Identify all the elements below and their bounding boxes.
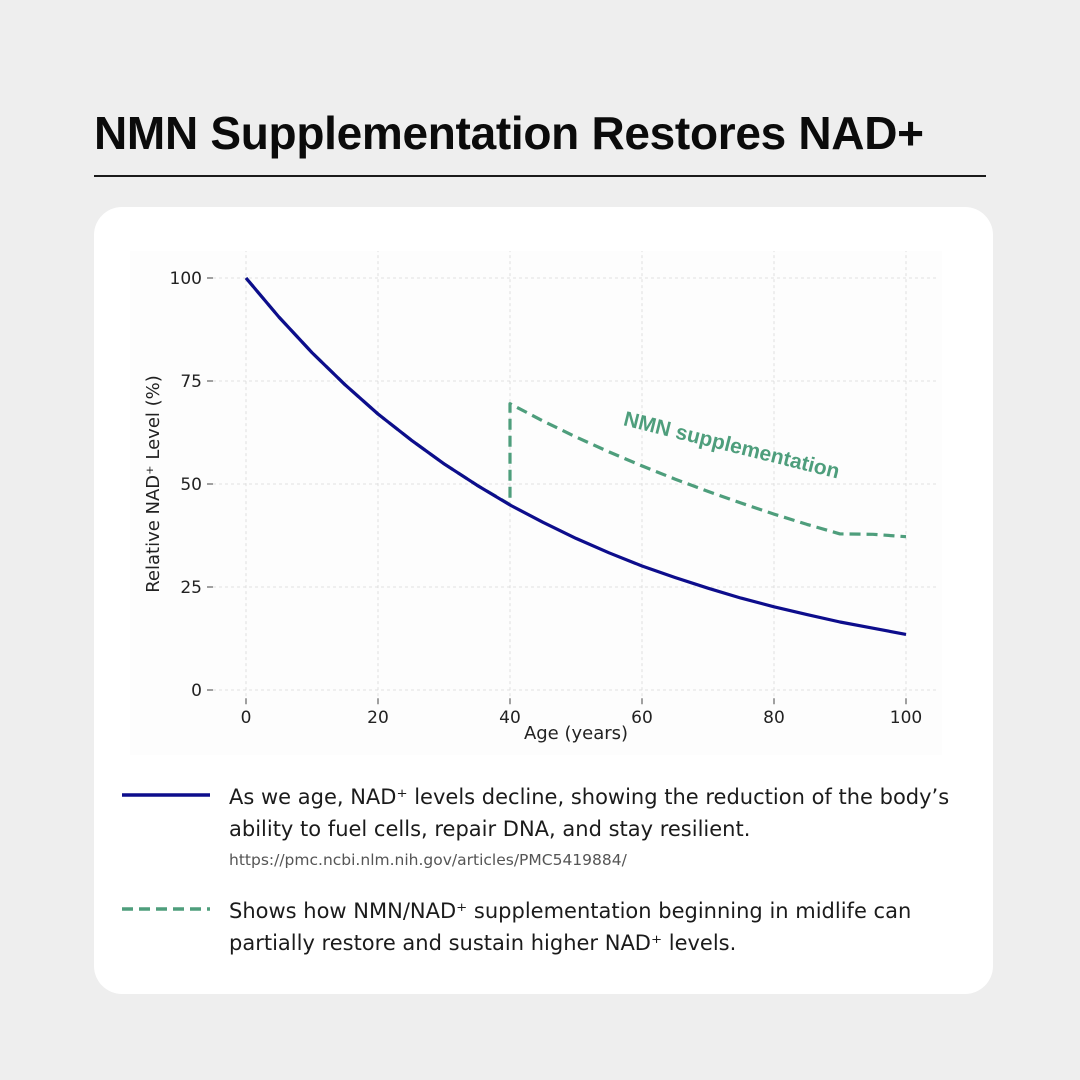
y-tick-label: 25 bbox=[180, 578, 202, 598]
dashed-line-swatch bbox=[122, 907, 210, 911]
chart-background bbox=[130, 251, 942, 755]
chart-card: 0 20 40 60 80 100 0 25 50 75 100 Age (years) Relativ… bbox=[94, 207, 993, 994]
title-divider bbox=[94, 175, 986, 177]
x-axis-label: Age (years) bbox=[524, 723, 628, 744]
y-tick-label: 0 bbox=[191, 681, 202, 701]
gridlines bbox=[213, 251, 939, 699]
axes: 0 20 40 60 80 100 0 25 50 75 100 Age (years) Relativ… bbox=[143, 269, 922, 744]
page-title: NMN Supplementation Restores NAD+ bbox=[94, 107, 924, 159]
legend-item-decline: As we age, NAD⁺ levels decline, showing … bbox=[122, 781, 972, 873]
legend-item-supplementation: Shows how NMN/NAD⁺ supplementation begin… bbox=[122, 895, 972, 959]
x-tick-label: 100 bbox=[890, 708, 922, 728]
legend-text-supplementation: Shows how NMN/NAD⁺ supplementation begin… bbox=[229, 899, 912, 955]
x-tick-label: 60 bbox=[631, 708, 653, 728]
legend-text-decline: As we age, NAD⁺ levels decline, showing … bbox=[229, 785, 950, 841]
x-tick-label: 40 bbox=[499, 708, 521, 728]
y-tick-label: 75 bbox=[180, 372, 202, 392]
y-axis-label: Relative NAD⁺ Level (%) bbox=[143, 375, 164, 593]
series-lines bbox=[244, 276, 907, 636]
x-tick-label: 0 bbox=[241, 708, 252, 728]
supplementation-line bbox=[244, 276, 907, 539]
legend: As we age, NAD⁺ levels decline, showing … bbox=[122, 781, 972, 959]
x-tick-label: 20 bbox=[367, 708, 389, 728]
nad-level-chart: 0 20 40 60 80 100 0 25 50 75 100 Age (years) Relativ… bbox=[130, 251, 942, 755]
x-tick-label: 80 bbox=[763, 708, 785, 728]
y-tick-label: 50 bbox=[180, 475, 202, 495]
decline-line bbox=[244, 276, 907, 636]
y-tick-label: 100 bbox=[170, 269, 202, 289]
source-link[interactable]: https://pmc.ncbi.nlm.nih.gov/articles/PM… bbox=[229, 851, 627, 869]
solid-line-swatch bbox=[122, 793, 210, 797]
